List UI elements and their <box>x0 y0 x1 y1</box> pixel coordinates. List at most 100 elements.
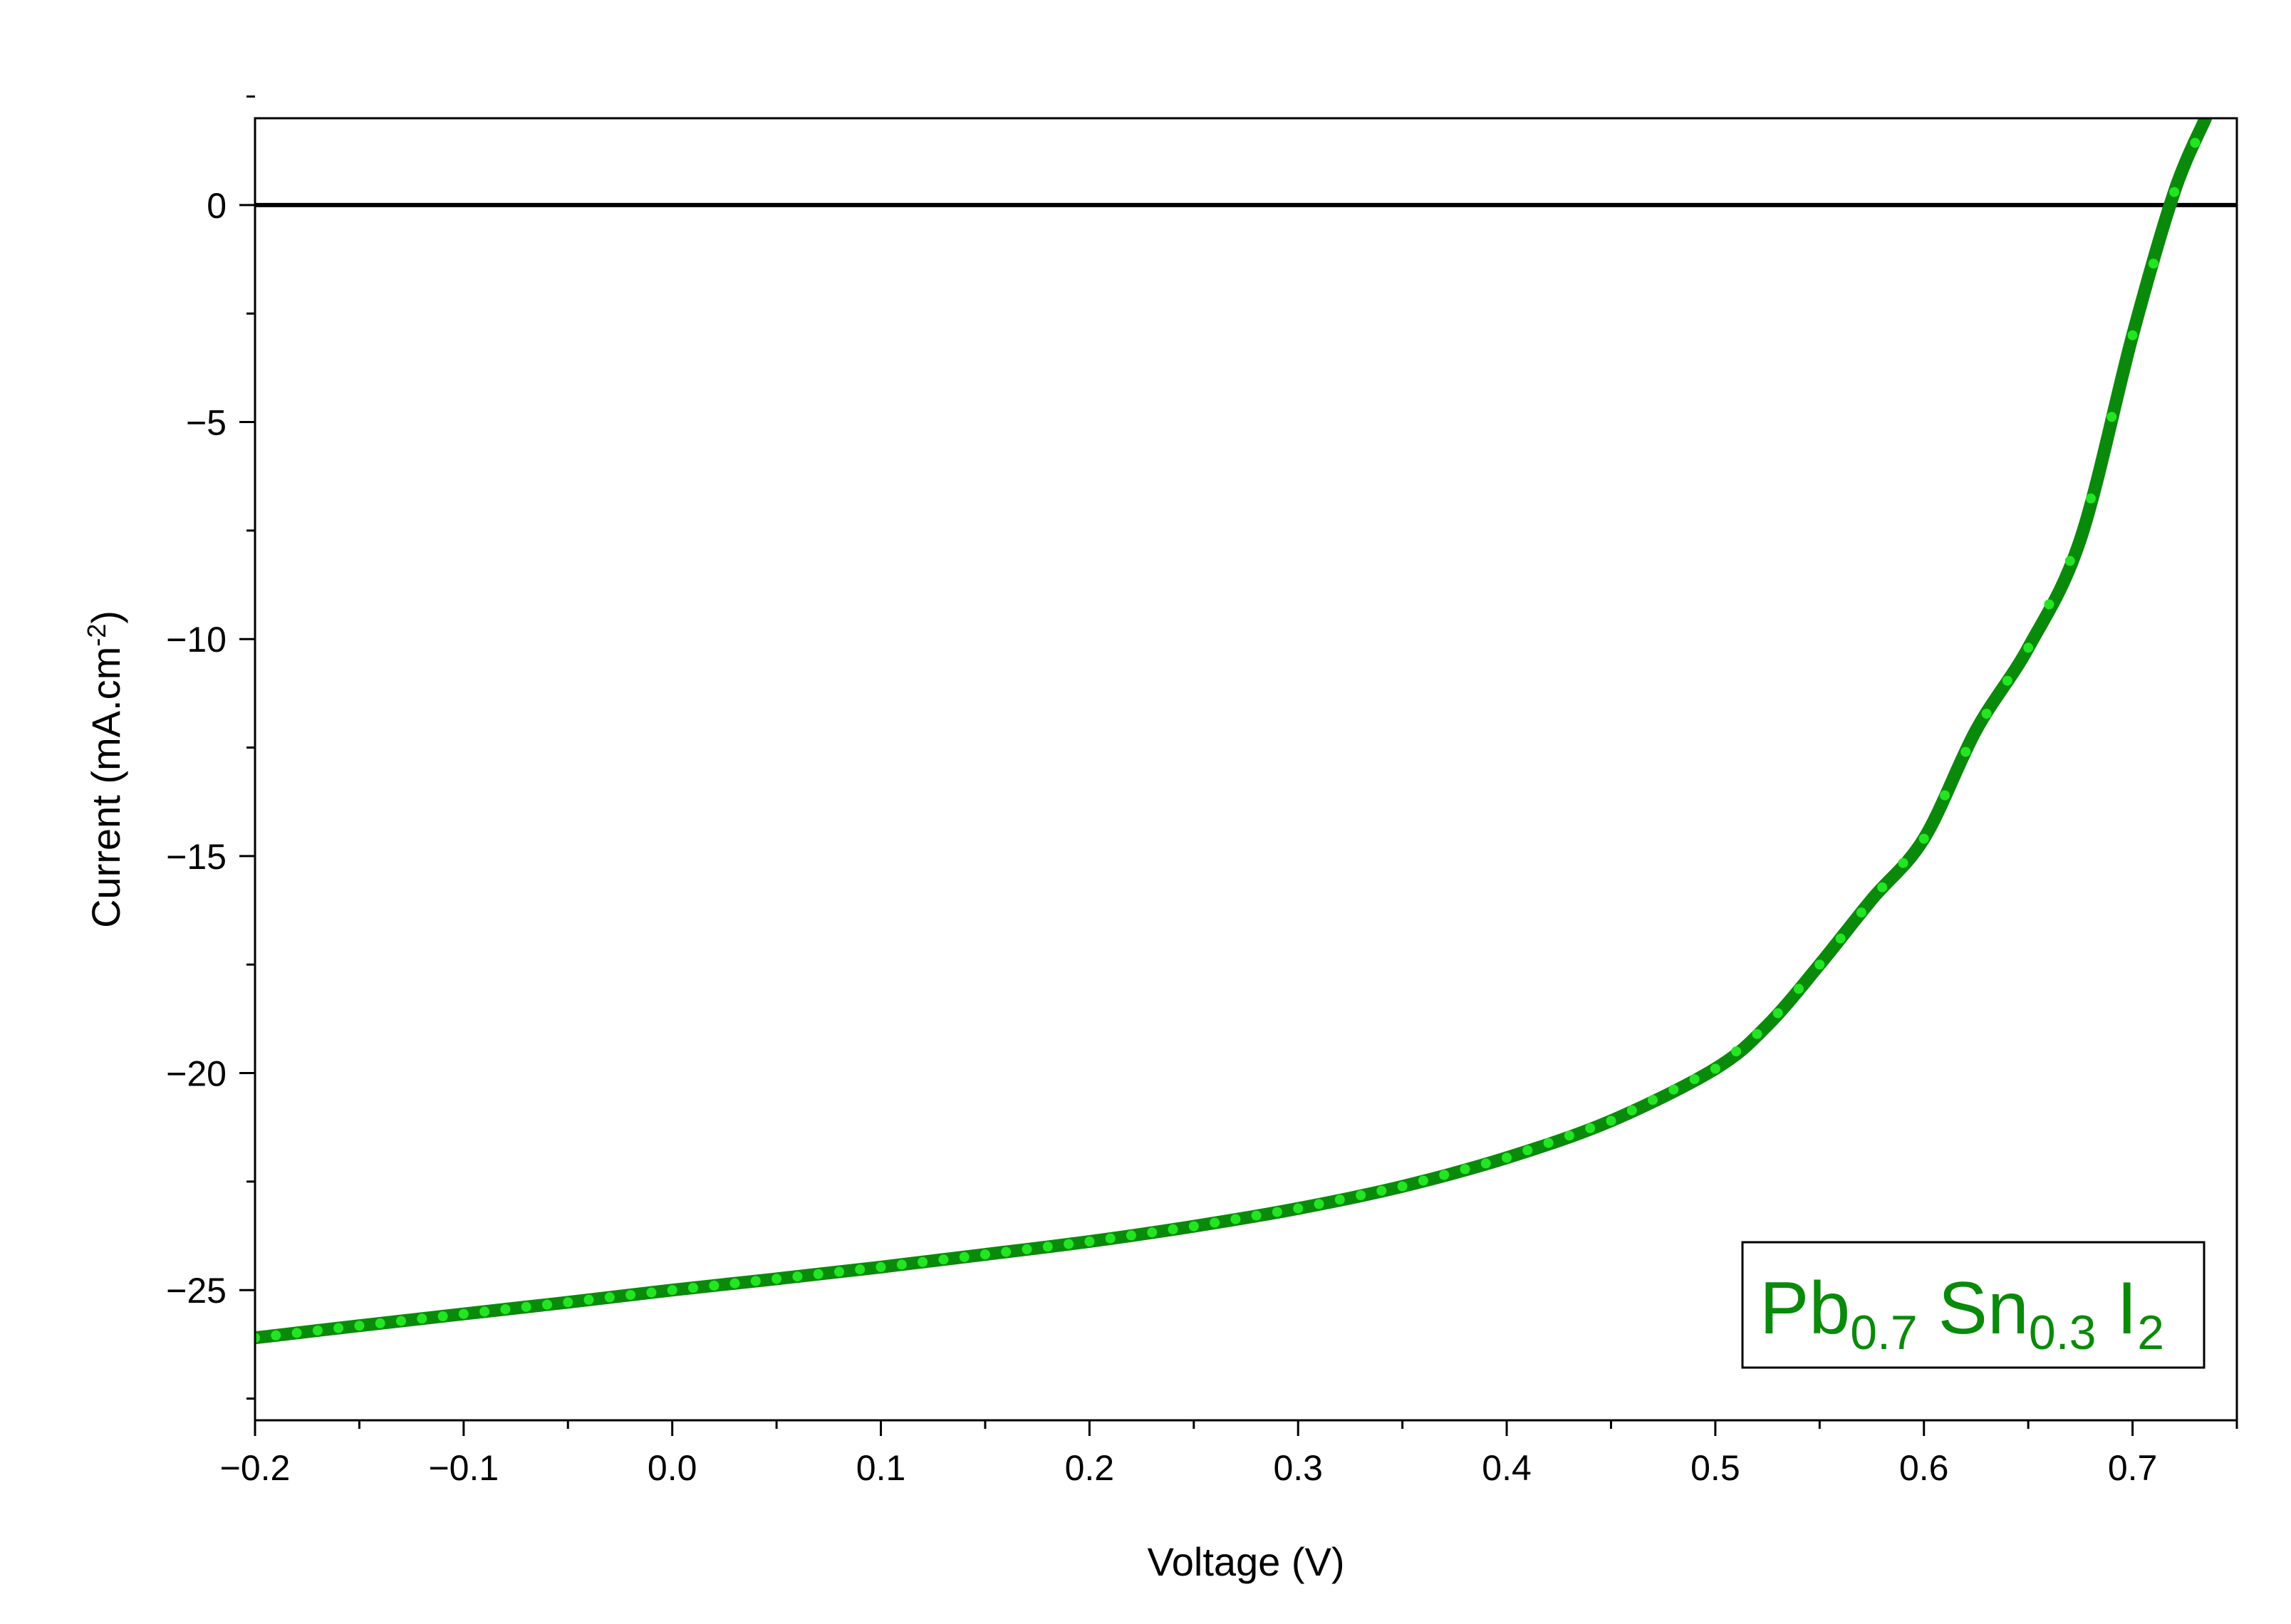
series-point <box>2023 642 2034 653</box>
series-point <box>896 1259 907 1270</box>
legend-pb-sub: 0.7 <box>1850 1306 1918 1360</box>
plot-frame <box>254 117 2238 1422</box>
series-point <box>1668 1084 1679 1095</box>
legend-box <box>1741 1241 2206 1369</box>
series-point <box>1168 1224 1178 1234</box>
series-point <box>1084 1237 1095 1246</box>
series-point <box>2106 412 2117 422</box>
series-point <box>479 1306 490 1317</box>
y-axis-title-sup: -2 <box>82 624 111 647</box>
series-point <box>1376 1185 1387 1196</box>
series-point <box>1064 1239 1074 1249</box>
legend-label: Pb0.7 Sn0.3 I2 <box>1760 1267 2164 1360</box>
series-point <box>1502 1152 1512 1163</box>
series-point <box>876 1261 886 1272</box>
series-point <box>375 1318 385 1328</box>
x-tick-label: 0.6 <box>1899 1448 1949 1488</box>
series-point <box>1814 959 1825 970</box>
x-tick-label: 0.7 <box>2108 1448 2158 1488</box>
series-point <box>1022 1244 1032 1254</box>
x-tick-label: 0.1 <box>856 1448 906 1488</box>
x-tick-label: 0.0 <box>648 1448 697 1488</box>
series-point <box>1356 1190 1366 1200</box>
series-point <box>709 1280 719 1291</box>
series-point <box>583 1294 594 1305</box>
x-axis: −0.2 −0.1 0.0 0.1 0.2 0.3 0.4 0.5 0.6 0.7 <box>220 1420 2238 1488</box>
series-point <box>1001 1246 1012 1257</box>
series-point <box>1439 1170 1450 1180</box>
y-axis-title: Current (mA.cm-2) <box>82 610 129 928</box>
series-point <box>2148 259 2158 269</box>
series-point <box>1835 933 1846 944</box>
series-point <box>1918 833 1929 844</box>
x-tick-label: −0.2 <box>220 1448 291 1488</box>
series-point <box>458 1308 469 1319</box>
series-point <box>2002 675 2012 686</box>
series-point <box>1397 1181 1408 1192</box>
series-point <box>417 1313 427 1324</box>
series-point <box>255 1333 260 1343</box>
y-axis-title-end: ) <box>83 610 128 624</box>
x-tick-label: 0.5 <box>1690 1448 1740 1488</box>
series-point <box>918 1256 928 1267</box>
y-tick-label: −5 <box>186 403 227 443</box>
series-point <box>1940 790 1950 801</box>
y-tick-label: −15 <box>166 837 227 877</box>
legend-i: I <box>2096 1267 2137 1350</box>
series-point <box>1272 1207 1282 1217</box>
series-point <box>1334 1194 1345 1205</box>
series-point <box>792 1271 803 1282</box>
series-point <box>1648 1095 1658 1105</box>
x-tick-label: 0.4 <box>1482 1448 1532 1488</box>
series-point <box>1877 882 1888 892</box>
series-point <box>667 1285 677 1296</box>
series-point <box>813 1269 824 1279</box>
y-tick-label: −25 <box>166 1271 227 1311</box>
series-point <box>1752 1029 1762 1039</box>
series-point <box>1147 1227 1158 1238</box>
series-point <box>1543 1138 1554 1148</box>
series-point <box>1293 1203 1304 1214</box>
series-layer <box>255 118 2213 1345</box>
series-point <box>646 1287 657 1298</box>
series-point <box>1626 1105 1637 1115</box>
series-point <box>312 1326 323 1336</box>
series-point <box>437 1311 448 1321</box>
series-point <box>1314 1199 1324 1209</box>
series-point <box>291 1328 302 1338</box>
x-axis-title: Voltage (V) <box>1147 1539 1344 1584</box>
y-axis-title-main: Current (mA.cm <box>83 647 128 928</box>
x-tick-label: −0.1 <box>428 1448 499 1488</box>
series-point <box>1981 709 1992 719</box>
series-point <box>959 1251 970 1262</box>
series-point <box>271 1330 281 1341</box>
legend-sn: Sn <box>1918 1267 2029 1350</box>
series-point <box>1856 907 1866 918</box>
series-point <box>1689 1074 1700 1085</box>
series-point <box>1188 1221 1199 1232</box>
series-point <box>2190 137 2201 148</box>
series-point <box>563 1297 573 1308</box>
series-point <box>1105 1233 1116 1244</box>
series-point <box>1606 1115 1616 1126</box>
series-point <box>2127 330 2138 340</box>
series-point <box>333 1323 344 1333</box>
series-point <box>1898 858 1908 868</box>
series-point <box>750 1276 761 1286</box>
series-point <box>1230 1214 1241 1224</box>
legend-sn-sub: 0.3 <box>2029 1306 2097 1360</box>
series-point <box>834 1266 844 1277</box>
series-point <box>855 1264 866 1275</box>
series-point <box>1960 746 1971 757</box>
y-tick-label: −20 <box>166 1054 227 1094</box>
y-axis: 0 −5 −10 −15 −20 −25 <box>166 95 255 1400</box>
x-tick-label: 0.2 <box>1065 1448 1115 1488</box>
series-point <box>1585 1123 1596 1133</box>
series-point <box>521 1301 531 1312</box>
series-point <box>625 1290 636 1300</box>
series-point <box>980 1249 990 1260</box>
series-point <box>396 1316 406 1326</box>
series-point <box>1460 1164 1470 1175</box>
series-point <box>772 1274 782 1284</box>
